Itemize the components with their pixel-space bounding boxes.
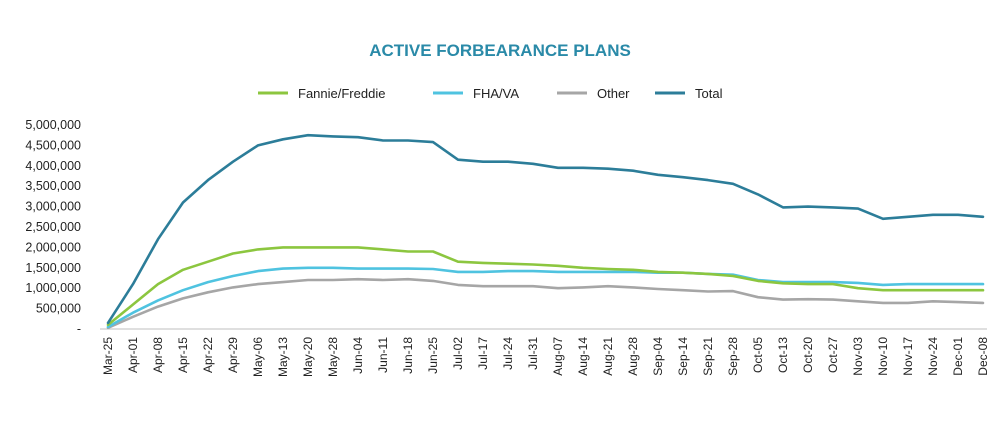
x-tick-label: Jul-17 bbox=[476, 337, 490, 370]
x-tick-label: May-20 bbox=[301, 337, 315, 377]
x-tick-label: Apr-29 bbox=[226, 337, 240, 373]
x-tick-label: Jul-02 bbox=[451, 337, 465, 370]
legend: Fannie/Freddie FHA/VA Other Total bbox=[258, 86, 723, 101]
series-group bbox=[106, 133, 985, 330]
x-tick-label: Sep-28 bbox=[726, 337, 740, 376]
legend-label-other: Other bbox=[597, 86, 630, 101]
y-tick-label: 4,500,000 bbox=[25, 138, 81, 152]
y-tick-label: 2,500,000 bbox=[25, 220, 81, 234]
x-tick-label: Apr-22 bbox=[201, 337, 215, 373]
x-tick-label: Aug-07 bbox=[551, 337, 565, 376]
x-tick-label: Oct-27 bbox=[826, 337, 840, 373]
x-tick-label: Jul-31 bbox=[526, 337, 540, 370]
series-line-total bbox=[106, 133, 985, 325]
x-tick-label: Nov-03 bbox=[851, 337, 865, 376]
y-tick-label: 4,000,000 bbox=[25, 159, 81, 173]
y-axis: - 500,000 1,000,000 1,500,000 2,000,000 2,500… bbox=[25, 118, 81, 336]
x-tick-label: Apr-08 bbox=[151, 337, 165, 373]
x-tick-label: Aug-14 bbox=[576, 337, 590, 376]
x-tick-label: Sep-21 bbox=[701, 337, 715, 376]
x-tick-label: Nov-10 bbox=[876, 337, 890, 376]
x-tick-label: Dec-01 bbox=[951, 337, 965, 376]
series-line-other bbox=[106, 277, 985, 330]
y-tick-label: 500,000 bbox=[36, 302, 81, 316]
x-tick-label: Mar-25 bbox=[101, 337, 115, 375]
y-tick-label: - bbox=[77, 322, 81, 336]
x-tick-label: Jun-11 bbox=[376, 337, 390, 373]
x-tick-label: Aug-28 bbox=[626, 337, 640, 376]
x-tick-label: May-06 bbox=[251, 337, 265, 377]
x-tick-label: Jun-18 bbox=[401, 337, 415, 374]
x-tick-label: Dec-08 bbox=[976, 337, 990, 376]
x-tick-label: Oct-05 bbox=[751, 337, 765, 373]
x-tick-label: May-13 bbox=[276, 337, 290, 377]
y-tick-label: 3,500,000 bbox=[25, 179, 81, 193]
x-tick-label: Oct-13 bbox=[776, 337, 790, 373]
y-tick-label: 2,000,000 bbox=[25, 240, 81, 254]
y-tick-label: 5,000,000 bbox=[25, 118, 81, 132]
legend-label-fha-va: FHA/VA bbox=[473, 86, 519, 101]
x-tick-label: Apr-15 bbox=[176, 337, 190, 373]
x-tick-label: Apr-01 bbox=[126, 337, 140, 373]
x-tick-label: Nov-24 bbox=[926, 337, 940, 376]
x-tick-label: May-28 bbox=[326, 337, 340, 377]
x-tick-label: Sep-04 bbox=[651, 337, 665, 376]
x-tick-label: Jun-25 bbox=[426, 337, 440, 374]
x-tick-label: Aug-21 bbox=[601, 337, 615, 376]
y-tick-label: 1,000,000 bbox=[25, 281, 81, 295]
series-line-fha-va bbox=[106, 266, 985, 329]
chart-title: ACTIVE FORBEARANCE PLANS bbox=[369, 41, 631, 60]
x-tick-label: Sep-14 bbox=[676, 337, 690, 376]
x-tick-label: Nov-17 bbox=[901, 337, 915, 376]
y-tick-label: 3,000,000 bbox=[25, 200, 81, 214]
x-tick-label: Jun-04 bbox=[351, 337, 365, 374]
y-tick-label: 1,500,000 bbox=[25, 261, 81, 275]
x-axis: Mar-25 Apr-01 Apr-08 Apr-15 Apr-22 Apr-29 May-… bbox=[100, 328, 990, 377]
series-line-fannie-freddie bbox=[106, 246, 985, 327]
legend-label-fannie-freddie: Fannie/Freddie bbox=[298, 86, 385, 101]
x-tick-label: Oct-20 bbox=[801, 337, 815, 373]
legend-label-total: Total bbox=[695, 86, 723, 101]
x-tick-label: Jul-24 bbox=[501, 337, 515, 370]
